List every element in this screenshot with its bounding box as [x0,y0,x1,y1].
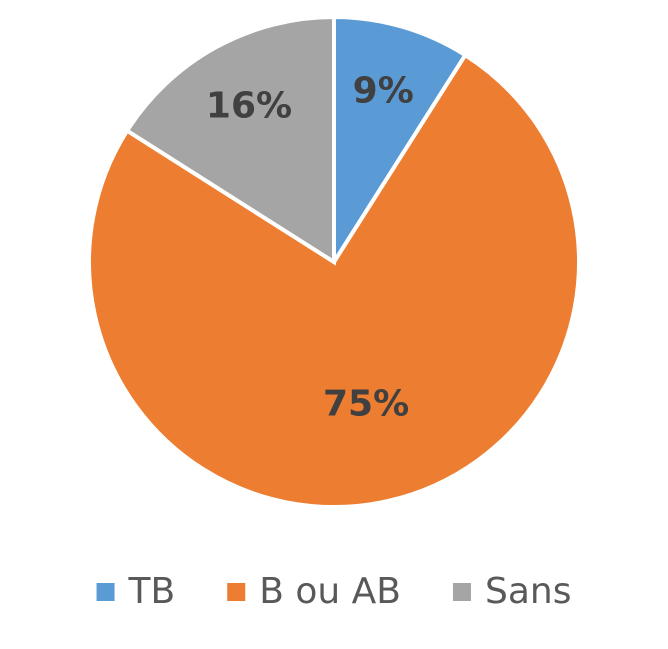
data-label: 75% [323,383,409,424]
legend-label: B ou AB [259,571,401,612]
legend-label: TB [128,571,176,612]
data-label: 9% [353,71,414,112]
legend-swatch [452,583,471,601]
pie-slice [124,14,336,266]
legend-label: Sans [485,571,571,612]
legend-swatch [227,583,246,601]
pie-slice [332,14,469,269]
legend-swatch [96,583,115,601]
pie-slice [87,52,581,509]
data-label: 16% [206,85,292,126]
